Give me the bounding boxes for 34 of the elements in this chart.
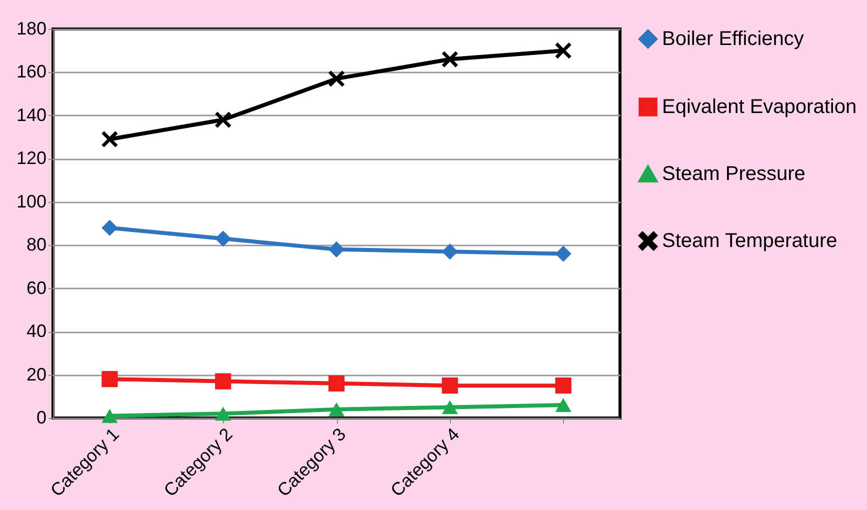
point — [215, 112, 232, 128]
point — [102, 371, 118, 388]
point — [442, 400, 458, 414]
point — [442, 378, 458, 394]
y-tick-label: 20 — [26, 364, 46, 384]
y-tick-label: 60 — [26, 278, 46, 298]
legend-label: Steam Pressure — [662, 163, 806, 185]
point — [328, 402, 345, 416]
y-tick-label: 100 — [16, 191, 46, 212]
y-tick-label: 0 — [36, 408, 46, 428]
y-tick-label: 180 — [16, 18, 46, 38]
point — [215, 406, 232, 421]
legend-label: Eqivalent Evaporation — [662, 96, 857, 118]
point — [328, 241, 345, 258]
y-tick-label: 40 — [26, 321, 46, 342]
point — [102, 408, 118, 423]
y-tick-label: 160 — [16, 62, 46, 82]
legend-label: Boiler Efficiency — [662, 28, 804, 50]
y-tick-label: 120 — [16, 148, 46, 168]
point — [555, 398, 572, 412]
point — [215, 230, 232, 247]
point — [215, 373, 232, 390]
y-tick-label: 80 — [26, 234, 46, 255]
point — [102, 131, 118, 148]
point — [442, 244, 458, 260]
y-tick-label: 140 — [16, 104, 46, 125]
point — [102, 220, 118, 236]
point — [328, 375, 345, 392]
point — [555, 378, 572, 394]
point — [442, 51, 458, 68]
point — [555, 246, 572, 262]
legend-label: Steam Temperature — [662, 230, 838, 252]
point — [555, 42, 572, 59]
point — [328, 70, 345, 87]
